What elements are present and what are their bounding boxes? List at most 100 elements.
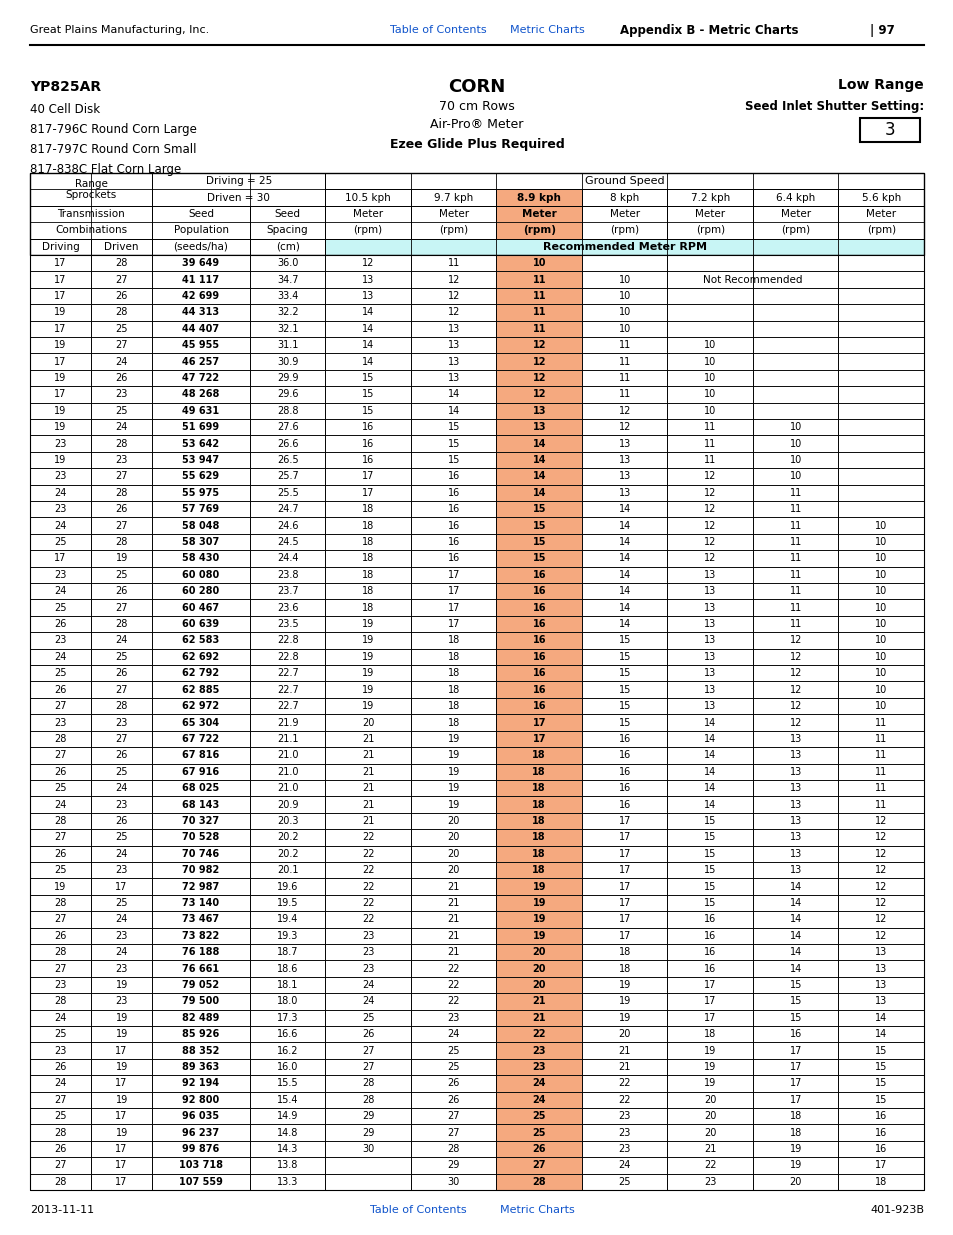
Bar bbox=[667, 1026, 752, 1042]
Text: 21.0: 21.0 bbox=[276, 783, 298, 793]
Text: 15: 15 bbox=[361, 406, 374, 416]
Text: 31.1: 31.1 bbox=[276, 340, 298, 351]
Bar bbox=[838, 1042, 923, 1058]
Bar bbox=[30, 666, 923, 682]
Bar bbox=[91, 1092, 152, 1108]
Bar bbox=[30, 1124, 923, 1141]
Bar bbox=[411, 682, 496, 698]
Text: 21.9: 21.9 bbox=[276, 718, 298, 727]
Bar bbox=[581, 189, 667, 206]
Text: 23: 23 bbox=[115, 454, 128, 466]
Bar bbox=[30, 436, 923, 452]
Bar bbox=[667, 1157, 752, 1173]
Bar bbox=[752, 698, 838, 714]
Bar bbox=[752, 1042, 838, 1058]
Text: 17: 17 bbox=[447, 569, 459, 580]
Bar bbox=[152, 993, 250, 1009]
Text: 15.5: 15.5 bbox=[276, 1078, 298, 1088]
Bar bbox=[667, 714, 752, 731]
Text: 10: 10 bbox=[874, 587, 886, 597]
Text: 23: 23 bbox=[115, 931, 128, 941]
Bar bbox=[30, 337, 91, 353]
Text: 14: 14 bbox=[618, 537, 630, 547]
Bar bbox=[30, 254, 91, 272]
Text: 10: 10 bbox=[874, 603, 886, 613]
Text: 17: 17 bbox=[789, 1062, 801, 1072]
Bar bbox=[752, 534, 838, 551]
Text: 19: 19 bbox=[361, 701, 374, 711]
Bar bbox=[30, 862, 923, 878]
Text: 15: 15 bbox=[703, 882, 716, 892]
Text: 60 639: 60 639 bbox=[182, 619, 219, 629]
Text: 76 661: 76 661 bbox=[182, 963, 219, 973]
Bar bbox=[496, 304, 581, 321]
Text: 32.2: 32.2 bbox=[276, 308, 298, 317]
Bar bbox=[91, 911, 152, 927]
Bar bbox=[838, 369, 923, 387]
Bar bbox=[581, 698, 667, 714]
Text: 19: 19 bbox=[703, 1062, 716, 1072]
Bar bbox=[30, 961, 923, 977]
Text: 23: 23 bbox=[618, 1112, 630, 1121]
Text: 26.6: 26.6 bbox=[276, 438, 298, 448]
Text: 18: 18 bbox=[447, 684, 459, 695]
Text: Population: Population bbox=[173, 226, 229, 236]
Bar bbox=[250, 583, 325, 599]
Text: 18: 18 bbox=[361, 603, 374, 613]
Bar bbox=[152, 797, 250, 813]
Bar bbox=[325, 781, 411, 797]
Text: Meter: Meter bbox=[695, 209, 724, 219]
Bar bbox=[325, 173, 923, 189]
Text: 13: 13 bbox=[618, 438, 630, 448]
Bar bbox=[581, 206, 667, 238]
Bar bbox=[91, 238, 152, 254]
Bar bbox=[838, 1124, 923, 1141]
Bar bbox=[250, 1042, 325, 1058]
Text: 47 722: 47 722 bbox=[182, 373, 219, 383]
Bar bbox=[325, 1026, 411, 1042]
Text: 24: 24 bbox=[54, 652, 67, 662]
Bar bbox=[667, 551, 752, 567]
Text: 817-838C Flat Corn Large: 817-838C Flat Corn Large bbox=[30, 163, 181, 177]
Bar bbox=[250, 1173, 325, 1191]
Bar bbox=[752, 321, 838, 337]
Text: 11: 11 bbox=[703, 422, 716, 432]
Bar bbox=[325, 993, 411, 1009]
Text: (rpm): (rpm) bbox=[354, 226, 382, 236]
Bar bbox=[325, 1058, 411, 1076]
Bar bbox=[152, 206, 250, 238]
Bar bbox=[250, 337, 325, 353]
Bar bbox=[152, 369, 250, 387]
Text: 19: 19 bbox=[54, 406, 67, 416]
Text: 17: 17 bbox=[618, 931, 630, 941]
Bar bbox=[667, 616, 752, 632]
Bar bbox=[325, 714, 411, 731]
Text: 15: 15 bbox=[618, 652, 630, 662]
Bar bbox=[325, 484, 411, 501]
Bar bbox=[667, 567, 752, 583]
Bar bbox=[411, 894, 496, 911]
Text: 13.3: 13.3 bbox=[276, 1177, 298, 1187]
Text: 14: 14 bbox=[361, 308, 374, 317]
Bar bbox=[496, 403, 581, 419]
Text: 16: 16 bbox=[874, 1128, 886, 1137]
Bar bbox=[91, 1076, 152, 1092]
Text: 16: 16 bbox=[703, 963, 716, 973]
Text: 28: 28 bbox=[54, 898, 67, 908]
Text: 23: 23 bbox=[115, 389, 128, 399]
Text: 21: 21 bbox=[361, 751, 374, 761]
Bar bbox=[152, 698, 250, 714]
Bar bbox=[250, 387, 325, 403]
Text: 89 363: 89 363 bbox=[182, 1062, 219, 1072]
Text: 24: 24 bbox=[54, 1013, 67, 1023]
Bar bbox=[325, 321, 411, 337]
Text: 12: 12 bbox=[874, 866, 886, 876]
Text: 20: 20 bbox=[789, 1177, 801, 1187]
Bar bbox=[667, 321, 752, 337]
Bar bbox=[30, 878, 923, 894]
Bar bbox=[581, 254, 667, 272]
Text: 19: 19 bbox=[447, 734, 459, 743]
Text: 17: 17 bbox=[618, 816, 630, 826]
Text: 14: 14 bbox=[532, 454, 545, 466]
Text: 20.9: 20.9 bbox=[276, 799, 298, 809]
